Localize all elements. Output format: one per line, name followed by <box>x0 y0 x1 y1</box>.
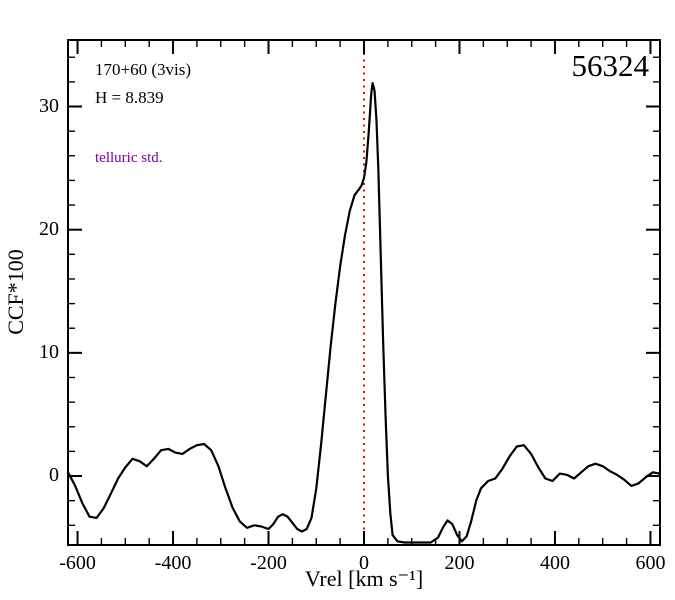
x-tick-label: 600 <box>635 552 666 574</box>
mjd-label: 56324 <box>571 48 650 83</box>
y-tick-label: 20 <box>39 217 59 240</box>
x-tick-label: -400 <box>154 552 192 574</box>
x-tick-label: 200 <box>444 552 475 574</box>
ccf-series-line <box>68 82 660 544</box>
x-tick-label: 400 <box>539 552 570 574</box>
x-tick-label: -200 <box>250 552 287 574</box>
y-tick-label: 10 <box>39 340 59 363</box>
y-tick-label: 0 <box>49 464 59 487</box>
h-magnitude-label: H = 8.839 <box>95 88 164 107</box>
x-axis-label: Vrel [km s⁻¹] <box>304 566 424 591</box>
target-id-label: 170+60 (3vis) <box>95 60 191 79</box>
x-tick-label: -600 <box>59 552 96 574</box>
y-axis-label: CCF*100 <box>3 249 28 335</box>
telluric-std-label: telluric std. <box>95 150 163 166</box>
y-tick-label: 30 <box>39 94 59 117</box>
x-tick-label: 0 <box>359 552 369 574</box>
